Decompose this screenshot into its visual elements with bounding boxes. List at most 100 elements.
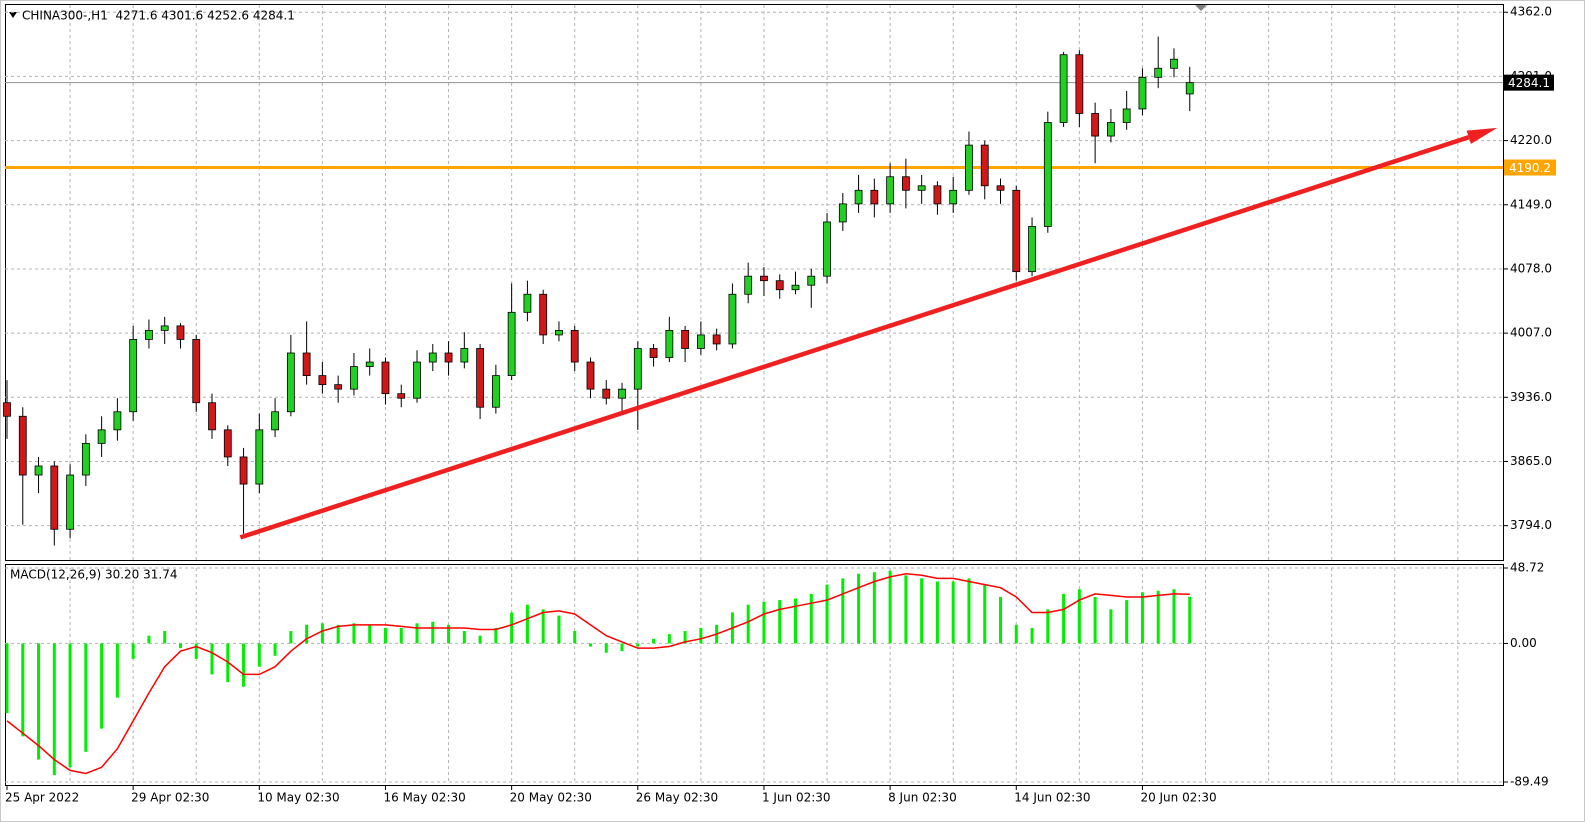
candle-body [854, 189, 863, 205]
candle-body [318, 375, 327, 386]
candle-body [618, 388, 626, 399]
candle-body [192, 339, 201, 404]
macd-bar [289, 631, 293, 644]
candle-body [539, 293, 548, 336]
y-tick-label: 4007.0 [1510, 326, 1552, 340]
candle-body [18, 415, 27, 476]
macd-bar [541, 609, 545, 644]
candle-body [807, 275, 816, 286]
macd-bar [1109, 609, 1113, 644]
macd-bar [983, 584, 987, 644]
macd-bar [525, 604, 529, 644]
candle-body [1185, 82, 1194, 95]
macd-title: MACD(12,26,9) 30.20 31.74 [10, 568, 177, 582]
macd-bar [178, 643, 182, 649]
signal-line [6, 573, 1190, 775]
macd-bar [242, 643, 246, 687]
macd-bar [478, 635, 482, 644]
candle-body [665, 330, 674, 358]
candle-body [980, 144, 989, 187]
macd-bar [1156, 590, 1160, 644]
x-tick-label: 14 Jun 02:30 [1014, 791, 1090, 805]
candle-body [1091, 113, 1100, 137]
macd-bar [699, 627, 703, 644]
macd-bar [21, 643, 25, 737]
candle-body [476, 348, 485, 408]
macd-bar [100, 643, 104, 729]
candle-body [1075, 54, 1084, 114]
candle-body [586, 361, 595, 390]
candle-body [870, 189, 879, 205]
y-tick-label: 4362.0 [1510, 5, 1552, 19]
x-tick-label: 25 Apr 2022 [5, 791, 79, 805]
candle-body [397, 393, 406, 399]
candle-body [365, 361, 374, 367]
candle-body [823, 221, 831, 277]
y-tick-label: 3794.0 [1510, 518, 1552, 532]
menu-icon[interactable] [9, 12, 17, 18]
macd-bar [462, 631, 466, 644]
macd-bar [447, 624, 451, 644]
macd-bar [920, 578, 924, 644]
candle-body [791, 284, 800, 291]
macd-bar [494, 627, 498, 644]
macd-bar [431, 621, 435, 644]
macd-bar [904, 575, 908, 644]
macd-bar [1125, 600, 1129, 644]
macd-bar [1172, 589, 1176, 644]
candle-body [145, 330, 153, 340]
macd-bar [872, 572, 876, 644]
candle-body [933, 185, 942, 205]
macd-bar [273, 643, 277, 656]
candle-body [97, 429, 106, 444]
candle-body [1012, 189, 1021, 273]
x-tick-label: 26 May 02:30 [636, 791, 718, 805]
macd-bar [194, 643, 198, 659]
macd-bar [809, 593, 813, 644]
macd-bar [667, 634, 671, 644]
macd-bar [52, 643, 56, 776]
candle-body [1122, 108, 1131, 123]
y-tick-label: 0.00 [1510, 636, 1537, 650]
candle-body [3, 402, 11, 417]
macd-bar [841, 578, 845, 644]
x-tick-label: 1 Jun 02:30 [762, 791, 831, 805]
level-label-box [1504, 159, 1556, 176]
y-tick-label: 3865.0 [1510, 454, 1552, 468]
y-tick-label: -89.49 [1510, 775, 1549, 789]
candle-body [1107, 122, 1115, 137]
macd-bar [825, 584, 829, 644]
plot-layer: 4362.04291.04220.04149.04078.04007.03936… [3, 5, 1556, 805]
macd-bar [1062, 593, 1066, 644]
candle-body [160, 325, 169, 331]
macd-bar [84, 643, 88, 752]
candle-body [901, 176, 910, 191]
candle-body [444, 352, 453, 363]
x-tick-label: 20 Jun 02:30 [1140, 791, 1216, 805]
macd-bar [967, 578, 971, 644]
macd-bar [131, 643, 135, 659]
candle-body [413, 361, 421, 399]
candle-body [334, 384, 343, 390]
candle-body [271, 411, 279, 431]
candle-body [965, 144, 973, 191]
macd-bar [383, 627, 387, 644]
candle-body [917, 185, 926, 191]
macd-bar [37, 643, 41, 760]
trendline-arrowhead [1466, 127, 1498, 144]
candle-body [555, 330, 563, 336]
macd-bar [163, 631, 167, 644]
candle-body [602, 388, 611, 399]
chart-title: CHINA300-,H1 4271.6 4301.6 4252.6 4284.1 [22, 9, 295, 23]
candle-body [1059, 54, 1068, 123]
macd-bar [794, 598, 797, 644]
macd-bar [5, 643, 9, 714]
candle-body [1154, 67, 1163, 78]
current-price-box [1504, 74, 1554, 91]
candle-body [838, 203, 847, 223]
macd-bar [778, 600, 782, 644]
y-tick-label: 4220.0 [1510, 133, 1552, 147]
level-label: 4190.2 [1509, 161, 1551, 175]
candle-body [744, 275, 753, 295]
